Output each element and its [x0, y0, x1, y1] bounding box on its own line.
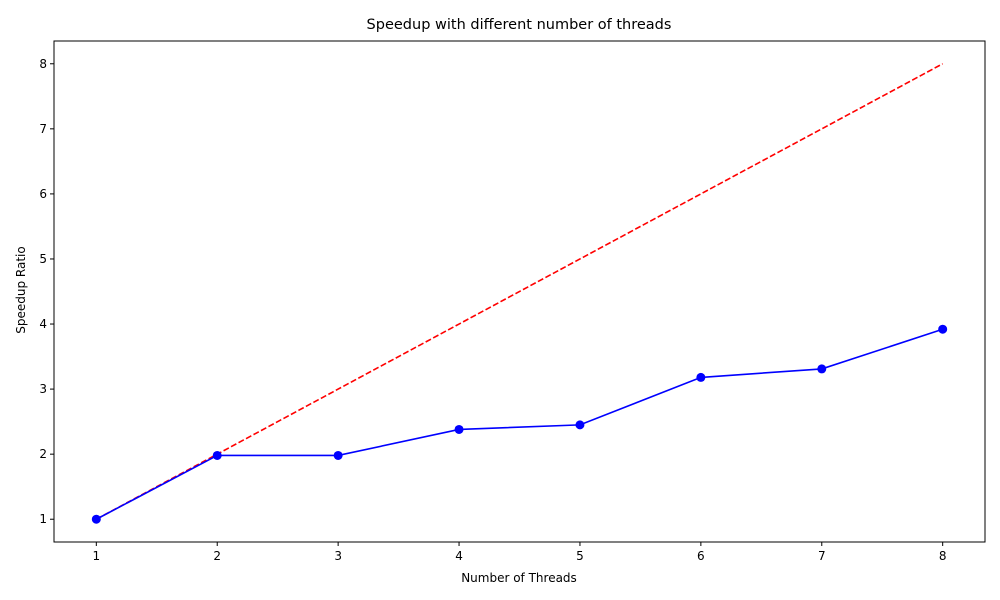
y-tick-label: 1 — [39, 512, 47, 526]
data-point — [212, 450, 222, 460]
x-tick-label: 3 — [334, 549, 342, 563]
y-tick-label: 5 — [39, 252, 47, 266]
axes: 1 2 3 4 5 6 7 8 1 2 3 4 5 6 7 8 — [39, 40, 986, 563]
data-point — [817, 364, 827, 374]
y-tick-label: 4 — [39, 317, 47, 331]
y-axis-label: Speedup Ratio — [14, 246, 28, 333]
data-point — [454, 424, 464, 434]
data-point — [696, 372, 706, 382]
y-tick-label: 2 — [39, 447, 47, 461]
x-tick-label: 1 — [92, 549, 100, 563]
x-tick-label: 6 — [697, 549, 705, 563]
data-point — [333, 450, 343, 460]
data-point — [575, 420, 585, 430]
y-tick-label: 7 — [39, 122, 47, 136]
data-point — [91, 514, 101, 524]
series-line-0 — [95, 328, 943, 520]
series-line-1 — [95, 63, 944, 520]
plot-frame — [53, 40, 986, 543]
data-point — [938, 324, 948, 334]
y-tick-label: 3 — [39, 382, 47, 396]
x-axis-label: Number of Threads — [461, 571, 577, 585]
chart-title: Speedup with different number of threads — [367, 17, 672, 33]
y-tick-label: 6 — [39, 187, 47, 201]
x-tick-label: 8 — [939, 549, 947, 563]
plot-area — [91, 63, 948, 524]
x-tick-label: 4 — [455, 549, 463, 563]
x-tick-label: 7 — [818, 549, 826, 563]
x-tick-label: 5 — [576, 549, 584, 563]
y-tick-label: 8 — [39, 57, 47, 71]
x-tick-label: 2 — [213, 549, 221, 563]
